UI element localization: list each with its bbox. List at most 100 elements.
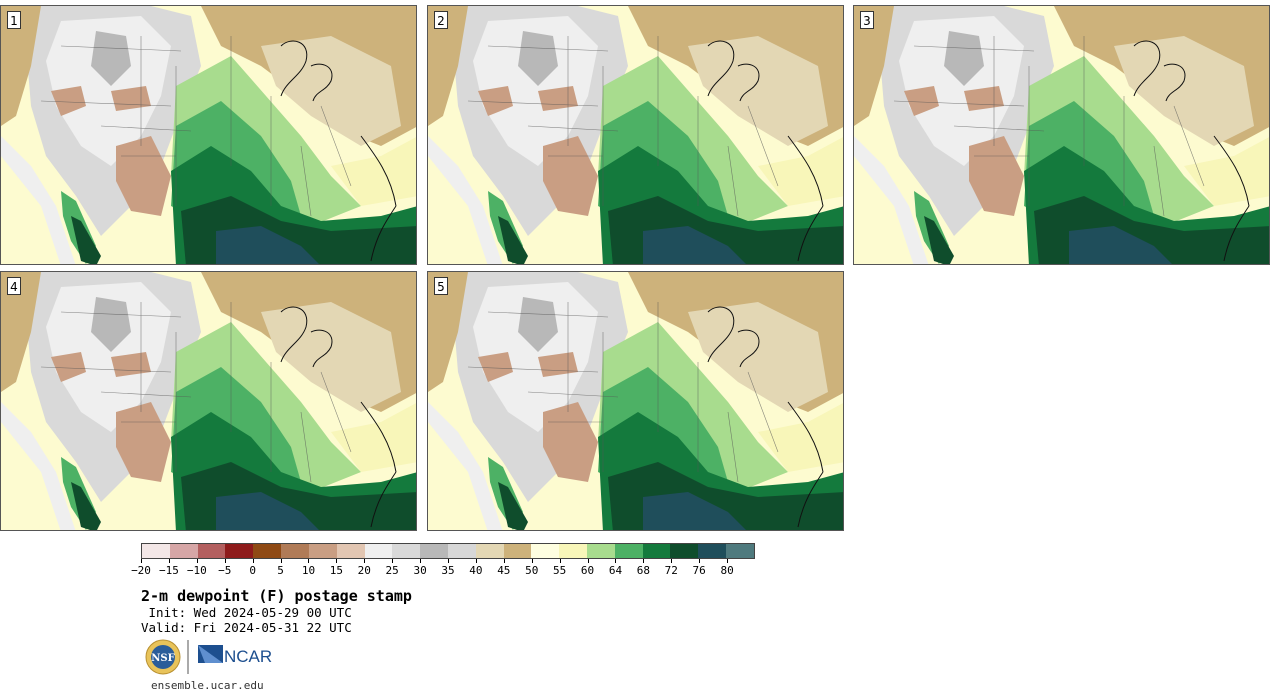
map-region (261, 36, 401, 146)
colorbar-segment (392, 544, 421, 558)
map-region (498, 216, 528, 264)
colorbar-tick-label: 10 (301, 564, 316, 577)
coastline (787, 135, 824, 262)
map-region (428, 6, 468, 126)
map-fill (1, 272, 416, 530)
colorbar-tick-label: −20 (131, 564, 151, 577)
colorbar-tick-label: −5 (218, 564, 232, 577)
nsf-text: NSF (151, 653, 174, 664)
map-region (498, 482, 528, 530)
colorbar-segment (169, 544, 198, 558)
state-boundaries (467, 36, 779, 217)
colorbar-tick-label: 60 (580, 564, 595, 577)
great-lakes (707, 306, 760, 368)
colorbar-tick-label: 76 (692, 564, 706, 577)
panel-number: 3 (860, 11, 874, 29)
boundary-line (60, 311, 182, 318)
colorbar-tick (336, 559, 338, 563)
map-region (854, 6, 894, 126)
map-fill (854, 6, 1269, 264)
state-boundaries (40, 36, 352, 217)
map-region (1114, 36, 1254, 146)
coastline (787, 401, 824, 528)
colorbar-tick (420, 559, 422, 563)
map-region (91, 297, 131, 352)
colorbar-tick-label: 72 (664, 564, 678, 577)
colorbar-tick (364, 559, 366, 563)
state-boundaries (467, 302, 779, 483)
boundary-line (320, 371, 352, 453)
colorbar-tick (615, 559, 617, 563)
colorbar-ticks: −20 −15 −10 −5 0 5 10 15 20 25 30 35 40 45 50 55 60 64 68 7… (131, 559, 755, 581)
boundary-line (747, 371, 779, 453)
boundary-line (40, 100, 172, 107)
colorbar-segment (475, 544, 504, 558)
map-region (216, 492, 319, 530)
coastline (360, 401, 397, 528)
colorbar-segment (614, 544, 643, 558)
panel-number: 5 (434, 277, 448, 295)
boundary-line (467, 366, 599, 373)
map-panel-5: 5 (427, 271, 844, 531)
dewpoint-map (1, 6, 416, 264)
colorbar-segment (308, 544, 337, 558)
colorbar-tick (252, 559, 254, 563)
colorbar-tick (196, 559, 198, 563)
colorbar-tick (168, 559, 170, 563)
colorbar-tick (559, 559, 561, 563)
state-boundaries (893, 36, 1205, 217)
colorbar-tick (531, 559, 533, 563)
map-region (688, 36, 828, 146)
colorbar-tick-label: 30 (413, 564, 427, 577)
site-url: ensemble.ucar.edu (151, 679, 264, 692)
colorbar-segment (420, 544, 448, 558)
map-panel-4: 4 (0, 271, 417, 531)
boundary-line (727, 411, 739, 483)
colorbar-tick-label: −10 (186, 564, 207, 577)
map-region (688, 302, 828, 412)
boundary-line (487, 45, 609, 52)
ncar-text: NCAR (224, 647, 272, 666)
map-region (1069, 226, 1172, 264)
colorbar-segment (698, 544, 727, 558)
colorbar-segment (503, 544, 532, 558)
map-region (518, 31, 558, 86)
colorbar-tick (699, 559, 701, 563)
dewpoint-map (428, 6, 843, 264)
colorbar-tick-label: 5 (277, 564, 284, 577)
colorbar-tick (643, 559, 645, 563)
map-region (428, 272, 468, 392)
dewpoint-colorbar (141, 543, 755, 559)
logos: NSF NCAR (143, 637, 283, 677)
map-region (643, 226, 746, 264)
boundary-line (913, 45, 1035, 52)
dewpoint-map (854, 6, 1269, 264)
colorbar-segment (253, 544, 282, 558)
map-region (924, 216, 954, 264)
boundary-line (300, 411, 312, 483)
colorbar-segment (587, 544, 615, 558)
map-region (428, 422, 488, 530)
map-region (331, 403, 416, 472)
map-region (944, 31, 984, 86)
coastline (360, 135, 397, 262)
colorbar-tick-label: 80 (720, 564, 734, 577)
map-panel-1: 1 (0, 5, 417, 265)
boundary-line (320, 105, 352, 187)
boundary-line (40, 366, 172, 373)
boundary-line (467, 100, 599, 107)
colorbar-tick-label: −15 (158, 564, 179, 577)
map-region (473, 16, 598, 166)
colorbar-segment (364, 544, 393, 558)
colorbar-tick (503, 559, 505, 563)
colorbar-tick-label: 15 (329, 564, 343, 577)
great-lakes (1133, 40, 1186, 102)
colorbar-tick-label: 20 (357, 564, 371, 577)
state-boundaries (40, 302, 352, 483)
colorbar-tick (727, 559, 729, 563)
colorbar-segment (225, 544, 254, 558)
colorbar-tick-label: 50 (525, 564, 539, 577)
map-region (1, 156, 61, 264)
colorbar-tick-label: 55 (553, 564, 567, 577)
map-panel-3: 3 (853, 5, 1270, 265)
